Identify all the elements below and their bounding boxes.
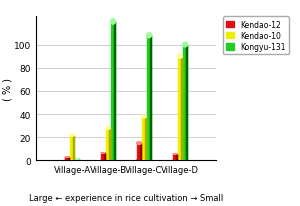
Ellipse shape (178, 55, 182, 59)
Bar (78, 159, 80, 161)
Bar (114, 22, 116, 161)
Bar (106, 128, 110, 161)
Ellipse shape (111, 158, 116, 163)
Bar (70, 135, 74, 161)
Bar (111, 22, 116, 161)
Bar (109, 128, 110, 161)
Bar (181, 57, 182, 161)
Ellipse shape (178, 159, 182, 163)
Ellipse shape (136, 159, 141, 162)
Bar (136, 143, 141, 161)
Bar (64, 158, 69, 161)
Bar (172, 154, 177, 161)
Ellipse shape (183, 43, 188, 48)
Bar (142, 117, 146, 161)
Bar (150, 36, 152, 161)
Bar (73, 135, 74, 161)
Bar (178, 57, 182, 161)
Ellipse shape (147, 158, 152, 163)
Ellipse shape (106, 127, 110, 130)
Ellipse shape (142, 159, 146, 162)
Ellipse shape (183, 158, 188, 163)
Y-axis label: ( % ): ( % ) (2, 77, 13, 100)
Bar (75, 159, 80, 161)
Bar (183, 45, 188, 161)
Bar (176, 154, 177, 161)
Bar (68, 158, 69, 161)
Bar (104, 153, 105, 161)
Ellipse shape (136, 142, 141, 145)
Bar (140, 143, 141, 161)
Ellipse shape (147, 34, 152, 39)
Ellipse shape (70, 134, 74, 137)
Ellipse shape (111, 20, 116, 25)
Bar (147, 36, 152, 161)
Ellipse shape (106, 159, 110, 162)
Ellipse shape (70, 159, 74, 162)
Bar (100, 153, 105, 161)
Ellipse shape (142, 115, 146, 118)
Text: Large ← experience in rice cultivation → Small: Large ← experience in rice cultivation →… (29, 193, 223, 202)
Legend: Kendao-12, Kendao-10, Kongyu-131: Kendao-12, Kendao-10, Kongyu-131 (224, 17, 289, 55)
Bar (145, 117, 146, 161)
Bar (186, 45, 188, 161)
